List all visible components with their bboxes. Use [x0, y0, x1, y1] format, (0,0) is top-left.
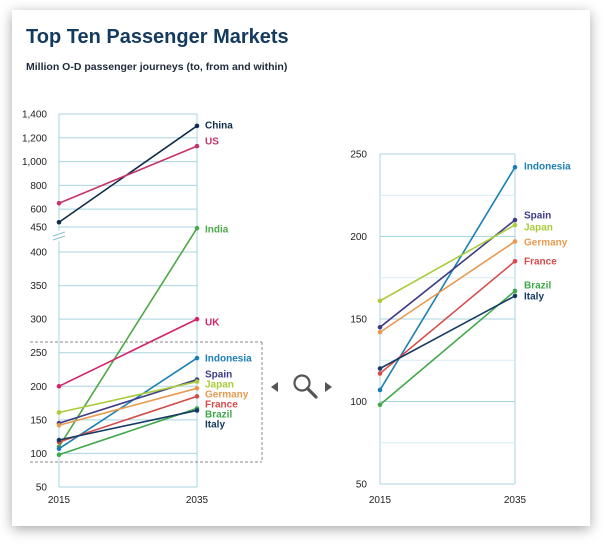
right-series-label-germany: Germany: [524, 238, 568, 249]
right-point-spain-2015: [377, 324, 383, 330]
left-ytick-label: 1,200: [22, 133, 47, 144]
magnifier-handle: [305, 386, 318, 399]
left-line-italy: [58, 409, 198, 441]
left-point-germany-2015: [56, 422, 62, 428]
left-ytick-label: 150: [30, 415, 47, 426]
right-point-france-2035: [512, 258, 518, 264]
left-point-italy-2015: [56, 437, 62, 443]
right-point-brazil-2035: [512, 288, 518, 294]
right-line-japan: [379, 224, 516, 302]
left-point-indonesia-2035: [194, 355, 200, 361]
left-series-label-japan: Japan: [205, 380, 234, 391]
right-ytick-label: 200: [350, 232, 367, 243]
right-series-label-indonesia: Indonesia: [524, 162, 571, 173]
right-point-japan-2015: [377, 298, 383, 304]
right-ytick-label: 50: [356, 480, 368, 491]
left-line-us: [58, 145, 198, 204]
right-line-indonesia: [379, 166, 516, 391]
left-point-italy-2035: [194, 408, 200, 413]
right-point-italy-2015: [377, 366, 383, 371]
right-ytick-label: 150: [350, 315, 367, 326]
right-series-label-brazil: Brazil: [524, 281, 551, 292]
chart-frame: [12, 10, 590, 526]
left-ytick-label: 250: [30, 348, 47, 359]
axis-break-gap: [53, 231, 65, 241]
left-point-china-2015: [56, 219, 62, 225]
left-point-brazil-2015: [56, 452, 62, 458]
arrow-left-icon: [271, 382, 278, 392]
chart-subtitle: Million O-D passenger journeys (to, from…: [26, 61, 288, 73]
right-series-label-japan: Japan: [524, 223, 553, 234]
left-series-label-italy: Italy: [205, 420, 225, 431]
left-ytick-label: 50: [36, 483, 48, 494]
left-series-label-spain: Spain: [205, 370, 232, 381]
right-point-spain-2035: [512, 217, 518, 223]
right-series-label-italy: Italy: [524, 292, 544, 303]
axis-break-mark: [52, 231, 66, 237]
left-ytick-label: 450: [30, 223, 47, 234]
right-ytick-label: 250: [350, 150, 367, 161]
right-point-indonesia-2035: [512, 164, 518, 170]
left-point-uk-2035: [194, 316, 200, 322]
left-point-us-2035: [194, 143, 200, 149]
left-series-label-germany: Germany: [205, 390, 249, 401]
right-line-brazil: [379, 290, 516, 406]
left-xtick-label: 2035: [186, 495, 209, 506]
left-point-japan-2015: [56, 410, 62, 415]
left-ytick-label: 1,400: [22, 110, 47, 121]
left-ytick-label: 1,000: [22, 157, 47, 168]
magnifier-icon: [271, 374, 332, 399]
left-ytick-label: 600: [30, 205, 47, 216]
right-series-label-spain: Spain: [524, 211, 551, 222]
arrow-right-icon: [325, 382, 332, 392]
left-point-japan-2035: [194, 379, 200, 384]
left-point-france-2035: [194, 394, 200, 399]
right-xtick-label: 2035: [504, 495, 527, 506]
left-ytick-label: 200: [30, 382, 47, 393]
left-point-indonesia-2015: [56, 446, 62, 452]
left-series-label-china: China: [205, 121, 233, 132]
left-series-label-brazil: Brazil: [205, 410, 232, 421]
left-xtick-label: 2015: [48, 495, 71, 506]
right-point-indonesia-2015: [377, 387, 383, 393]
right-point-germany-2015: [377, 329, 383, 335]
left-series-label-india: India: [205, 225, 229, 236]
right-series-label-france: France: [524, 257, 557, 268]
right-xtick-label: 2015: [369, 495, 392, 506]
left-line-germany: [58, 387, 198, 427]
axis-break-mark: [52, 235, 66, 241]
left-point-china-2035: [194, 123, 200, 129]
left-series-label-uk: UK: [205, 318, 220, 329]
left-series-label-france: France: [205, 400, 238, 411]
left-point-us-2015: [56, 200, 62, 206]
left-series-label-us: US: [205, 137, 219, 148]
right-point-germany-2035: [512, 239, 518, 244]
left-point-uk-2015: [56, 383, 62, 389]
right-line-italy: [379, 295, 516, 370]
right-point-italy-2035: [512, 293, 518, 299]
left-point-germany-2035: [194, 386, 200, 391]
left-series-label-indonesia: Indonesia: [205, 354, 252, 365]
right-point-france-2015: [377, 371, 383, 376]
right-ytick-label: 100: [350, 397, 367, 408]
left-ytick-label: 300: [30, 315, 47, 326]
right-point-brazil-2015: [377, 402, 383, 408]
right-line-germany: [379, 240, 516, 333]
left-ytick-label: 800: [30, 181, 47, 192]
left-ytick-label: 400: [30, 248, 47, 259]
chart-title: Top Ten Passenger Markets: [26, 26, 289, 48]
left-line-japan: [58, 380, 198, 414]
left-ytick-label: 100: [30, 449, 47, 460]
right-line-france: [379, 260, 516, 375]
magnifier-lens: [293, 374, 311, 392]
right-point-japan-2035: [512, 222, 518, 228]
left-point-india-2035: [194, 225, 200, 231]
left-ytick-label: 350: [30, 281, 47, 292]
left-line-india: [58, 227, 198, 448]
left-line-uk: [58, 318, 198, 388]
